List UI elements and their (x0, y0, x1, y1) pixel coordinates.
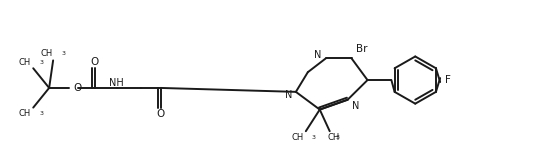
Text: Br: Br (356, 44, 367, 54)
Text: 3: 3 (61, 51, 65, 56)
Text: O: O (73, 83, 81, 93)
Text: O: O (91, 57, 99, 67)
Text: N: N (285, 90, 293, 100)
Text: 3: 3 (312, 135, 316, 140)
Text: F: F (445, 75, 451, 85)
Text: NH: NH (109, 78, 124, 88)
Text: N: N (352, 101, 359, 111)
Text: 3: 3 (39, 111, 43, 116)
Text: CH: CH (19, 58, 31, 67)
Text: N: N (314, 50, 322, 60)
Text: CH: CH (41, 49, 53, 58)
Text: CH: CH (327, 133, 340, 142)
Text: 3: 3 (39, 60, 43, 65)
Text: CH: CH (292, 133, 304, 142)
Text: 3: 3 (336, 135, 339, 140)
Text: CH: CH (19, 109, 31, 118)
Text: O: O (157, 109, 165, 118)
